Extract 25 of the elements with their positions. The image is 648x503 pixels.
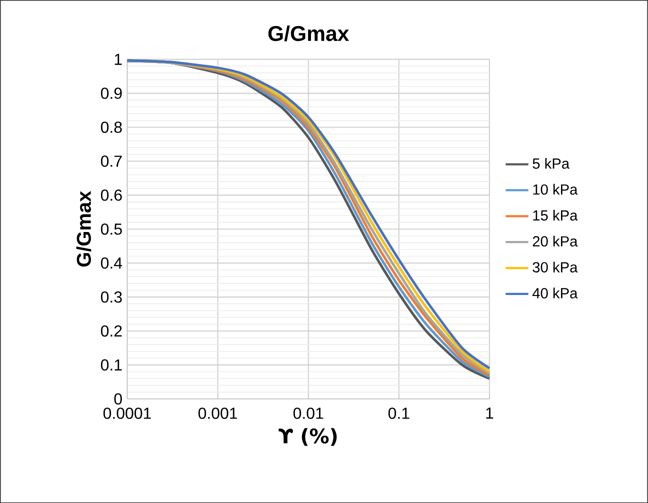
x-tick-label: 1: [486, 408, 494, 419]
legend-label: 5 kPa: [532, 158, 570, 169]
x-tick-label: 0.001: [198, 408, 238, 419]
y-tick-label: 0.6: [100, 189, 122, 201]
y-tick-label: 0.2: [100, 325, 122, 337]
y-tick-label: 0.9: [100, 88, 122, 99]
x-axis-title: ϒ (%): [278, 428, 337, 446]
y-tick-label: 0.4: [100, 257, 122, 269]
y-tick-label: 0.5: [100, 223, 122, 235]
y-tick-label: 1: [114, 54, 122, 65]
y-tick-label: 0.3: [100, 291, 122, 303]
legend-label: 15 kPa: [533, 210, 578, 221]
y-tick-label: 0: [114, 393, 122, 404]
y-axis-title: G/Gmax: [76, 190, 92, 267]
y-tick-label: 0.8: [100, 122, 122, 133]
x-tick-label: 0.1: [388, 408, 410, 419]
legend-label: 10 kPa: [533, 184, 578, 195]
chart-title: G/Gmax: [268, 25, 350, 42]
x-tick-label: 0.01: [293, 408, 324, 419]
legend-label: 30 kPa: [532, 262, 578, 272]
legend-label: 20 kPa: [532, 236, 578, 246]
y-tick-label: 0.7: [100, 155, 122, 167]
y-tick-label: 0.1: [100, 359, 122, 371]
x-tick-label: 0.0001: [103, 408, 151, 419]
legend-label: 40 kPa: [532, 288, 578, 298]
